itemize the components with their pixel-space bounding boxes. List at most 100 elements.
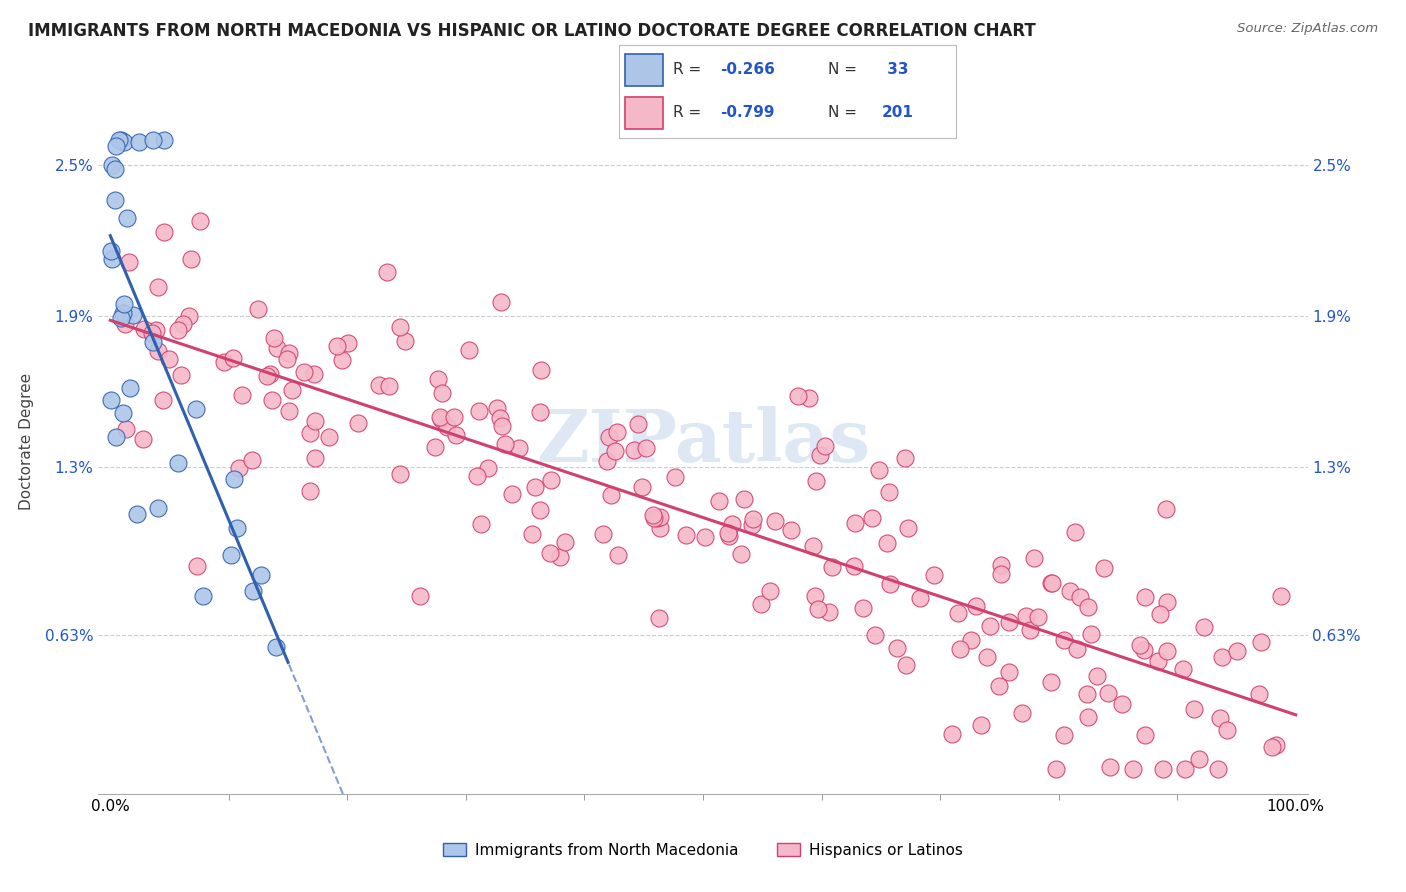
Point (388, 467, 411, 482)
Point (172, 317, 194, 331)
Point (1039, 674, 1062, 689)
Point (643, 508, 665, 523)
Point (1265, 738, 1288, 752)
Point (112, 135, 135, 149)
Point (104, 430, 127, 444)
Point (922, 568, 945, 582)
Point (1024, 551, 1046, 566)
Point (184, 401, 207, 416)
Point (266, 341, 288, 355)
Point (554, 535, 576, 549)
Point (260, 393, 283, 408)
Point (818, 605, 841, 619)
Point (302, 368, 325, 382)
Point (741, 517, 763, 532)
Point (801, 539, 824, 553)
Point (596, 453, 619, 467)
Point (477, 461, 499, 475)
Point (1146, 654, 1168, 668)
Point (627, 417, 650, 432)
Point (1192, 619, 1215, 633)
Point (1133, 590, 1156, 604)
Point (1188, 751, 1211, 765)
Point (122, 308, 145, 322)
Point (112, 297, 135, 311)
Point (105, 138, 128, 153)
Text: Source: ZipAtlas.com: Source: ZipAtlas.com (1237, 22, 1378, 36)
Point (318, 430, 340, 444)
Point (111, 306, 134, 320)
Point (467, 403, 489, 417)
Point (110, 132, 132, 146)
Point (529, 503, 551, 517)
Point (1018, 624, 1040, 638)
Point (1066, 641, 1088, 656)
Point (852, 600, 875, 615)
Point (524, 480, 547, 494)
Text: N =: N = (828, 62, 862, 78)
Point (976, 649, 998, 664)
Point (1156, 595, 1178, 609)
Point (1069, 591, 1091, 605)
Point (631, 480, 654, 494)
Point (897, 521, 920, 535)
Point (759, 583, 782, 598)
Point (664, 470, 686, 484)
Point (186, 559, 208, 574)
Point (749, 597, 772, 611)
Point (152, 132, 174, 146)
Point (675, 527, 697, 541)
Point (264, 640, 287, 655)
Point (276, 351, 298, 366)
Text: R =: R = (672, 62, 706, 78)
Point (115, 211, 138, 225)
Point (408, 589, 430, 603)
Point (1085, 669, 1108, 683)
Point (114, 317, 136, 331)
Point (457, 343, 479, 357)
Text: 201: 201 (882, 105, 914, 120)
Point (228, 460, 250, 475)
Point (485, 401, 508, 415)
Point (170, 368, 193, 382)
Text: -0.266: -0.266 (720, 62, 775, 78)
Point (280, 384, 302, 398)
Point (540, 473, 562, 487)
Point (436, 420, 458, 434)
Text: N =: N = (828, 105, 862, 120)
Point (820, 560, 842, 574)
Point (998, 615, 1021, 630)
Point (959, 633, 981, 648)
Point (868, 462, 890, 476)
Point (115, 422, 138, 436)
Point (1014, 608, 1036, 623)
Point (997, 665, 1019, 679)
Point (804, 474, 827, 488)
Text: 33: 33 (882, 62, 908, 78)
Point (100, 244, 122, 259)
Point (990, 558, 1012, 573)
Point (844, 558, 866, 573)
Point (1133, 643, 1156, 657)
Point (394, 334, 416, 349)
Legend: Immigrants from North Macedonia, Hispanics or Latinos: Immigrants from North Macedonia, Hispani… (437, 837, 969, 863)
Point (299, 425, 322, 440)
Point (1092, 560, 1115, 574)
Point (107, 132, 129, 146)
Point (1209, 711, 1232, 725)
Point (111, 406, 134, 420)
Point (429, 412, 451, 426)
Point (378, 379, 401, 393)
Point (886, 640, 908, 655)
Point (1099, 760, 1122, 774)
FancyBboxPatch shape (626, 97, 662, 129)
Point (1270, 589, 1292, 603)
Point (797, 391, 820, 405)
Point (1261, 740, 1284, 755)
Point (1026, 610, 1049, 624)
Point (717, 525, 740, 540)
Text: -0.799: -0.799 (720, 105, 775, 120)
Point (990, 567, 1012, 582)
Point (134, 322, 156, 336)
Point (304, 413, 326, 427)
